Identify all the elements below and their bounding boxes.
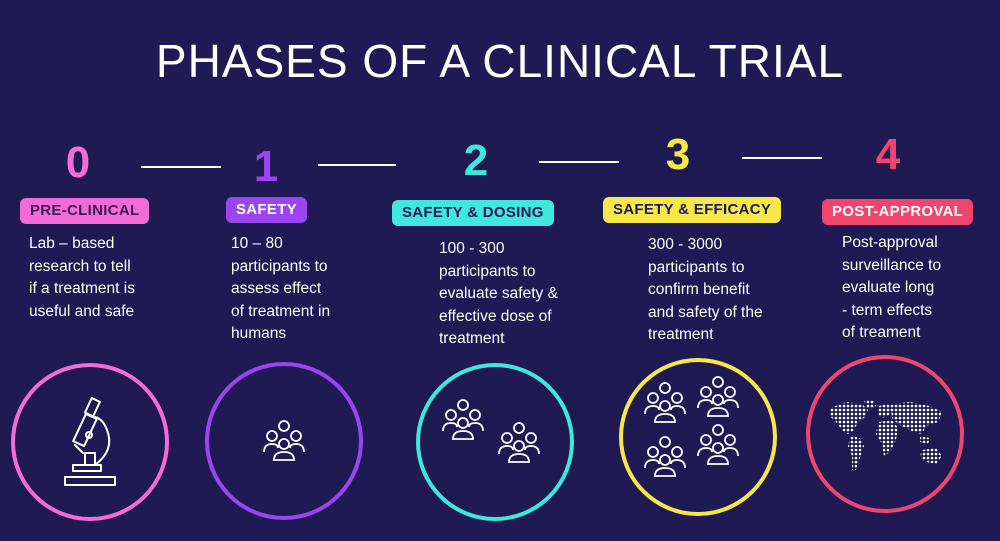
phase-4-description: Post-approval surveillance to evaluate l… bbox=[842, 234, 942, 341]
phase-2-description: 100 - 300 participants to evaluate safet… bbox=[439, 240, 558, 347]
phase-4-number: 4 bbox=[875, 130, 901, 179]
phase-3-badge: SAFETY & EFFICACY bbox=[603, 197, 782, 223]
connector-line bbox=[318, 164, 396, 166]
people-group-icon bbox=[644, 382, 686, 423]
phase-1-badge: SAFETY bbox=[226, 197, 307, 223]
phase-1-description: 10 – 80 participants to assess effect of… bbox=[231, 235, 331, 342]
page-title: PHASES OF A CLINICAL TRIAL bbox=[155, 35, 845, 87]
microscope-icon bbox=[64, 397, 116, 486]
phase-0-badge: PRE-CLINICAL bbox=[20, 198, 150, 224]
phase-4-badge: POST-APPROVAL bbox=[822, 199, 974, 225]
phase-1-circle bbox=[205, 362, 363, 520]
phase-4-circle bbox=[806, 355, 964, 513]
phase-3-circle bbox=[619, 358, 777, 516]
phase-3-description: 300 - 3000 participants to confirm benef… bbox=[648, 236, 763, 343]
phase-2-circle bbox=[416, 363, 574, 521]
people-group-icon bbox=[697, 424, 739, 465]
phase-0-description: Lab – based research to tell if a treatm… bbox=[29, 235, 135, 320]
phase-0-circle bbox=[11, 363, 169, 521]
people-group-icon bbox=[697, 376, 739, 417]
phase-3-number: 3 bbox=[665, 130, 691, 179]
connector-line bbox=[742, 157, 822, 159]
phase-1-number: 1 bbox=[253, 142, 279, 191]
world-map-icon bbox=[830, 400, 942, 470]
connector-line bbox=[141, 166, 221, 168]
phase-0-number: 0 bbox=[65, 138, 91, 187]
people-group-icon bbox=[644, 436, 686, 477]
phase-2-number: 2 bbox=[463, 136, 489, 185]
people-group-icon bbox=[498, 422, 540, 463]
connector-line bbox=[539, 161, 619, 163]
phase-2-badge: SAFETY & DOSING bbox=[392, 200, 554, 226]
people-group-icon bbox=[263, 420, 305, 461]
people-group-icon bbox=[442, 399, 484, 440]
